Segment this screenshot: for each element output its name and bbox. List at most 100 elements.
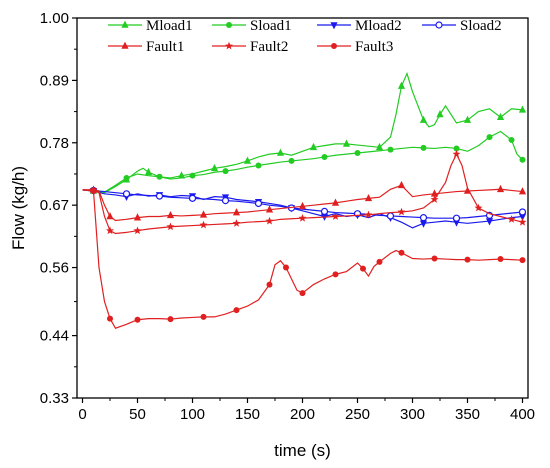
- data-point-fault3: [360, 265, 366, 272]
- legend-item-fault1: Fault1: [108, 39, 184, 55]
- data-point-mload1: [496, 112, 505, 121]
- legend-label-mload1: Mload1: [146, 18, 193, 34]
- legend-item-mload2: Mload2: [317, 18, 402, 34]
- data-point-fault2: [166, 222, 175, 231]
- data-point-sload2: [518, 208, 527, 216]
- data-point-sload1: [189, 172, 196, 179]
- data-point-fault2: [430, 195, 439, 203]
- data-point-mload1: [419, 115, 428, 123]
- legend-marker-fault2: [225, 41, 233, 50]
- x-axis-title: time (s): [274, 441, 331, 460]
- data-point-sload1: [486, 134, 493, 141]
- data-point-mload1: [276, 148, 285, 156]
- legend-label-sload2: Sload2: [460, 18, 502, 34]
- y-tick-label: 0.44: [40, 328, 69, 345]
- data-point-mload2: [485, 218, 494, 226]
- data-point-fault3: [200, 313, 207, 320]
- data-point-fault3: [90, 187, 97, 194]
- data-point-fault2: [331, 212, 340, 220]
- data-point-fault3: [519, 257, 526, 264]
- data-point-fault3: [134, 316, 141, 323]
- data-point-sload2: [188, 194, 197, 202]
- data-point-sload2: [155, 192, 164, 200]
- data-point-fault3: [167, 316, 174, 323]
- data-point-fault1: [364, 193, 373, 202]
- data-point-sload1: [123, 174, 130, 181]
- series-sload1: [82, 130, 526, 194]
- legend-label-fault3: Fault3: [355, 39, 393, 55]
- data-point-sload2: [419, 214, 428, 222]
- data-point-fault3: [107, 315, 113, 322]
- data-point-mload1: [309, 142, 318, 151]
- x-tick-label: 400: [510, 406, 535, 423]
- data-point-mload1: [210, 163, 219, 172]
- legend-item-sload1: Sload1: [212, 18, 292, 34]
- y-tick-label: 0.56: [40, 260, 69, 277]
- data-point-fault3: [376, 258, 383, 265]
- data-point-sload1: [288, 157, 295, 164]
- data-point-fault3: [233, 307, 240, 314]
- data-point-fault2: [199, 220, 208, 229]
- data-point-sload2: [386, 212, 395, 220]
- legend-item-mload1: Mload1: [108, 18, 193, 34]
- series-line-mload1: [82, 71, 523, 194]
- y-tick-label: 0.33: [40, 390, 69, 407]
- data-point-fault1: [518, 187, 527, 195]
- data-point-sload1: [354, 149, 361, 156]
- data-point-fault1: [496, 184, 505, 193]
- data-point-fault3: [283, 264, 289, 271]
- data-point-sload2: [320, 207, 329, 216]
- data-point-sload1: [321, 153, 328, 160]
- y-axis-title: Flow (kg/h): [9, 166, 28, 250]
- x-tick-label: 250: [345, 406, 370, 423]
- data-point-fault2: [232, 219, 241, 227]
- data-point-fault1: [331, 198, 340, 206]
- data-point-fault2: [452, 149, 461, 158]
- legend-item-sload2: Sload2: [422, 18, 502, 34]
- data-point-mload1: [375, 142, 384, 151]
- data-point-fault2: [298, 214, 307, 222]
- data-point-mload1: [436, 110, 444, 118]
- legend-marker-fault3: [331, 43, 337, 49]
- data-point-fault1: [106, 212, 114, 220]
- data-point-fault3: [266, 281, 273, 288]
- legend-label-mload2: Mload2: [355, 18, 402, 34]
- data-point-fault2: [133, 226, 142, 235]
- data-point-fault3: [431, 255, 438, 262]
- data-point-sload2: [122, 190, 131, 198]
- y-tick-label: 0.78: [40, 135, 69, 152]
- data-point-sload1: [420, 144, 427, 151]
- data-point-fault3: [464, 256, 471, 263]
- y-tick-label: 1.00: [40, 10, 69, 27]
- data-point-mload2: [518, 213, 527, 221]
- legend-marker-sload1: [226, 22, 232, 28]
- x-tick-label: 150: [235, 406, 260, 423]
- data-point-fault1: [133, 213, 142, 221]
- data-point-fault1: [166, 210, 175, 219]
- data-point-sload1: [519, 156, 526, 163]
- data-point-fault1: [430, 189, 439, 197]
- data-point-sload1: [156, 173, 163, 180]
- x-tick-label: 200: [290, 406, 315, 423]
- data-point-mload2: [419, 220, 428, 228]
- data-point-mload1: [144, 167, 153, 176]
- series-fault1: [82, 180, 527, 222]
- data-point-mload1: [397, 81, 406, 89]
- legend-label-fault2: Fault2: [250, 39, 288, 55]
- data-point-fault2: [518, 217, 527, 226]
- x-tick-label: 350: [455, 406, 480, 423]
- series-fault3: [82, 187, 526, 329]
- data-point-mload1: [243, 156, 252, 164]
- data-point-mload1: [177, 171, 186, 179]
- data-point-fault2: [265, 216, 274, 225]
- data-point-sload1: [387, 146, 394, 153]
- data-point-fault1: [199, 210, 208, 218]
- legend-marker-sload2: [435, 21, 443, 29]
- x-tick-label: 100: [180, 406, 205, 423]
- legend-item-fault2: Fault2: [212, 39, 288, 55]
- data-point-mload1: [463, 115, 472, 123]
- axis-ticks: 0 50 100 150 200 250 300 350 400 0.33 0.44 0.56 0.67…: [40, 10, 535, 423]
- legend-marker-mload2: [330, 22, 338, 30]
- x-tick-label: 0: [78, 406, 86, 423]
- series-layer: [82, 71, 527, 329]
